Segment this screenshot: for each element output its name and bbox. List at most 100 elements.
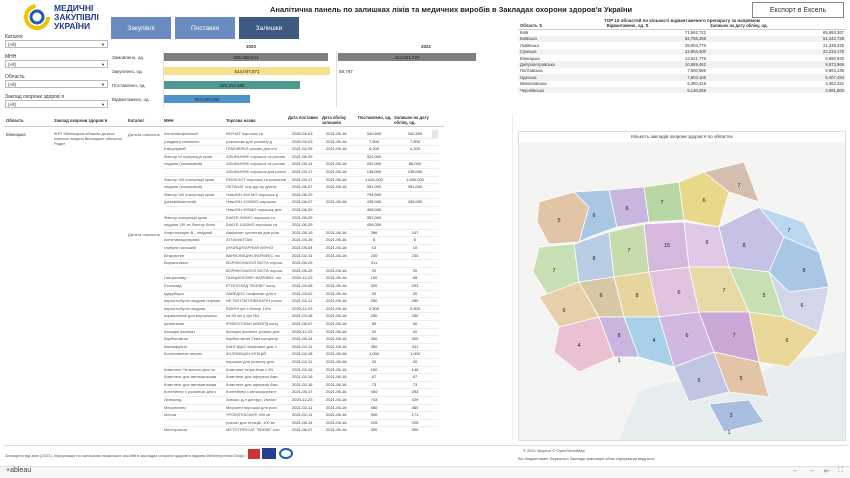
table-row[interactable]: АЛЬФАНІНЕ порошок для розчин 2021-05-17 20… — [4, 168, 444, 176]
table-row[interactable]: порошок для розчину для 2021-02-11 2021-06… — [4, 358, 444, 366]
header-delivered[interactable]: Поставлено, од. — [358, 115, 392, 120]
table-row[interactable]: нормальний для внутрішньо на 50 мл у фл №… — [4, 312, 444, 320]
table-row[interactable]: людини VIII та Фактор Віллі ВІІАТЕ 1000МО… — [4, 221, 444, 229]
table-row[interactable]: Карбоплатин Карбоплатин-Тева концентр 2021… — [4, 335, 444, 343]
table-row[interactable]: Миколаївська 5,380,419 4,362,322 — [518, 81, 846, 87]
redo-icon[interactable]: → — [808, 467, 815, 474]
table-row[interactable]: ВОРИКОНАЗОЛ ВІСТА порош 2021-06-25 2021-06… — [4, 266, 444, 275]
table-row[interactable]: Меропенем Меропен порошок для розч 2021-02… — [4, 403, 444, 412]
table-row[interactable]: Контейнер з розчином для к Контейнер з ан… — [4, 388, 444, 396]
map-region-count-label: 7 — [552, 268, 555, 274]
table-row[interactable]: Фактор коагуляції крові ВІІАТЕ 500МО поро… — [4, 213, 444, 222]
logo: МЕДИЧНІ ЗАКУПІВЛІ УКРАЇНИ — [22, 2, 122, 34]
table-row[interactable]: Лінезолід Зивокс, д-н д/інфуз, 2мг/мл 2020… — [4, 396, 444, 404]
sort-icon[interactable]: ⇅ — [538, 23, 543, 29]
table-row[interactable]: Чернігівська 5,130,269 3,991,600 — [518, 86, 846, 94]
table-row[interactable]: людини (плазмовий) ОКТАНАТ пор д/р-ну д/і… — [4, 183, 444, 191]
map-region[interactable] — [703, 161, 760, 203]
map-region-count-label: 6 — [625, 206, 628, 212]
table-row[interactable]: Іринотекан ІРИНОТЕКАН АККОРД конц 2021-06-… — [4, 320, 444, 328]
map-region[interactable] — [553, 316, 615, 373]
table-row[interactable]: Етопозид ЕТОПОЗИД "ЕБЕВЕ" конц 2021-04-05 2… — [4, 282, 444, 290]
header-inn[interactable]: МНН — [164, 118, 174, 123]
table-row[interactable]: Кальцію фолінат Кальцію фолінат, розчин д… — [4, 327, 444, 336]
cell-delivered: 408,000 — [366, 207, 382, 212]
table-row[interactable]: Каспофунгін КАНСІДАЗ ліофілізат для п 2021… — [4, 342, 444, 351]
table-row[interactable]: Комплект для автоматизова Комплект для аф… — [4, 380, 444, 389]
table-row[interactable]: (людини) комплекс розчинник для розчину д… — [4, 137, 444, 146]
table-scrollbar[interactable] — [432, 130, 438, 138]
table-row[interactable]: Вориконазол ВОРИКОНАЗОЛ ВІСТА порош 2021-0… — [4, 259, 444, 267]
tab-remainders[interactable]: Залишки — [239, 17, 299, 39]
map-region[interactable] — [708, 399, 765, 433]
table-row[interactable]: Месна УРОМІТЕКСАН® 400 мг 2021-02-11 2021-0… — [4, 411, 444, 419]
table-row[interactable]: Комплект для автоматизова Комплект для аф… — [4, 373, 444, 381]
table-row[interactable]: Антитимоцитарний АТГАМ/АТГАМ 2021-03-16 202… — [4, 236, 444, 244]
export-excel-button[interactable]: Експорт в Ексель — [752, 2, 844, 18]
table-row[interactable]: Київ 71,962,722 65,993,367 — [518, 29, 846, 35]
table-row[interactable]: Емiцизумаб ГЕМЛІБРА® розчин для ін'є 2021-… — [4, 145, 444, 153]
table-row[interactable]: (рекомбінантний) НовоЕйт 1000МО порошок 20… — [4, 198, 444, 206]
table-row[interactable]: Ідарубіцин ЗАВЕДОС ліофілізат для п 2021-0… — [4, 289, 444, 298]
map-title: Кількість закладів охорони здоров`я по о… — [631, 134, 733, 139]
table-row[interactable]: Колістиметат натрію КОЛОМІЦИН МГКЦІЙ 2021-… — [4, 350, 444, 358]
top10-header-region[interactable]: Область ⇅ — [518, 23, 605, 30]
table-row[interactable]: розчин для ін'єкцій, 100 мг 2021-06-14 202… — [4, 418, 444, 427]
header-delivery-date[interactable]: Дата поставки — [288, 115, 318, 120]
revert-icon[interactable]: ⇤ — [824, 468, 830, 475]
table-row[interactable]: НовоЕйт 500МО порошок для 2021-06-29 408,0… — [4, 206, 444, 214]
cell-delivery-date: 2021-06-07 — [292, 184, 313, 190]
fullscreen-icon[interactable]: ⛶ — [838, 467, 843, 474]
filter-facility-select[interactable]: (All) ▼ — [5, 100, 108, 108]
tableau-logo[interactable]: +ableau — [6, 467, 32, 474]
top10-cell-shipped: 5,130,269 — [604, 86, 708, 94]
table-row[interactable]: Фактор VIII коагуляції крові НовоЕйт 500 … — [4, 190, 444, 199]
header-facility[interactable]: Заклад охорони здоров`я — [54, 118, 108, 123]
filter-region-select[interactable]: (All) ▼ — [5, 80, 108, 88]
table-row[interactable]: Дніпропетровська 10,659,462 9,573,965 — [518, 61, 846, 68]
table-row[interactable]: Імуноглобулін людини нормал НЕ ПЕНТАГЛОБЕ… — [4, 297, 444, 305]
sort-icon[interactable]: ⇅ — [645, 23, 649, 29]
table-row[interactable]: Одеська 7,603,106 5,407,494 — [518, 74, 846, 81]
table-row[interactable]: Вінницька 13,521,775 9,950,933 — [518, 55, 846, 61]
header-remainder[interactable]: Залишок на дату обліку, од. — [394, 115, 429, 125]
table-row[interactable]: Львівська 25,903,776 21,238,325 — [518, 42, 846, 48]
table-row[interactable]: Фактор IX коагуляції крові АЛЬФАНІНЕ поро… — [4, 152, 444, 161]
undo-icon[interactable]: ← — [792, 467, 799, 474]
table-row[interactable]: Комплект Тотальнісі для по Комплект Інтра… — [4, 365, 444, 374]
map-region[interactable] — [678, 171, 730, 228]
header-trade-name[interactable]: Торгова назва — [226, 118, 256, 123]
cell-inn: Етопозид — [164, 283, 182, 288]
table-row[interactable]: Ганцикловір ГАНЦИКЛОВІР-ФАРМЕКС ліо 2020-1… — [4, 274, 444, 282]
header-record-date[interactable]: Дата обліку залишків — [322, 115, 347, 125]
cell-trade-name: НовоЕйт 500 МО порошок д — [226, 191, 279, 197]
cell-inn: глобулін кінський — [164, 245, 196, 250]
regions-map[interactable]: Кількість закладів охорони здоров`я по о… — [518, 131, 846, 453]
table-row[interactable]: Сумська 22,904,300 22,233,176 — [518, 48, 846, 55]
table-row[interactable]: Метотрексат МЕТОТРЕКСАТ "ЕБЕВЕ" кон 2021-0… — [4, 426, 444, 434]
table-row[interactable]: Антигемофілічний ІМУНАТ порошок та 2020-04… — [4, 130, 444, 138]
cell-trade-name: МЕТОТРЕКСАТ "ЕБЕВЕ" кон — [226, 427, 280, 433]
table-row[interactable]: Київська 52,755,398 51,242,728 — [518, 35, 846, 43]
map-region[interactable] — [643, 181, 685, 223]
table-row[interactable]: людини (плазмовий) АЛЬФАНІНЕ порошок та р… — [4, 160, 444, 168]
tab-purchases[interactable]: Закупівлі — [111, 17, 171, 39]
table-row[interactable]: Імуноглобулін людини ВІЛЕНІ ірл з біосер … — [4, 304, 444, 313]
cell-trade-name: розчинник для розчину д — [226, 138, 272, 144]
table-row[interactable]: Анфотерицин В - ліпідний Амфолип суспензі… — [4, 228, 444, 237]
header-region[interactable]: Область — [6, 118, 24, 123]
map-region[interactable] — [713, 351, 770, 398]
table-row[interactable]: Полтавська 7,900,696 6,893,239 — [518, 68, 846, 74]
filter-inn-select[interactable]: (All) ▼ — [5, 60, 108, 68]
header-catalog[interactable]: Каталог — [128, 118, 145, 123]
map-region[interactable] — [748, 311, 820, 368]
filter-catalog-select[interactable]: (All) ▼ — [5, 40, 108, 48]
table-row[interactable]: глобулін кінський (ІНЧИЦИТАРНИЙ ІМУНО 2021… — [4, 244, 444, 252]
table-row[interactable]: Фактор VIII коагуляції крові ЕМОКЛОТ поро… — [4, 175, 444, 184]
ukraine-map[interactable]: 5 6 6 7 6 7 7 8 7 15 6 8 7 8 6 6 8 6 7 5 6 4 8 4 6 7 6 5 5 3 1 1 — [519, 132, 845, 440]
tab-deliveries[interactable]: Поставки — [175, 17, 235, 39]
top10-header-remainder[interactable]: Залишок на дату обліку, од. — [707, 23, 846, 30]
table-row[interactable]: Вінкристин ВАНКОМІЦИН-ФАРМЕКС ліо 2021-02-… — [4, 251, 444, 260]
cell-remainder: 73 — [412, 381, 418, 387]
top10-header-shipped[interactable]: Відвантажено, од. ⇅ — [604, 23, 708, 30]
